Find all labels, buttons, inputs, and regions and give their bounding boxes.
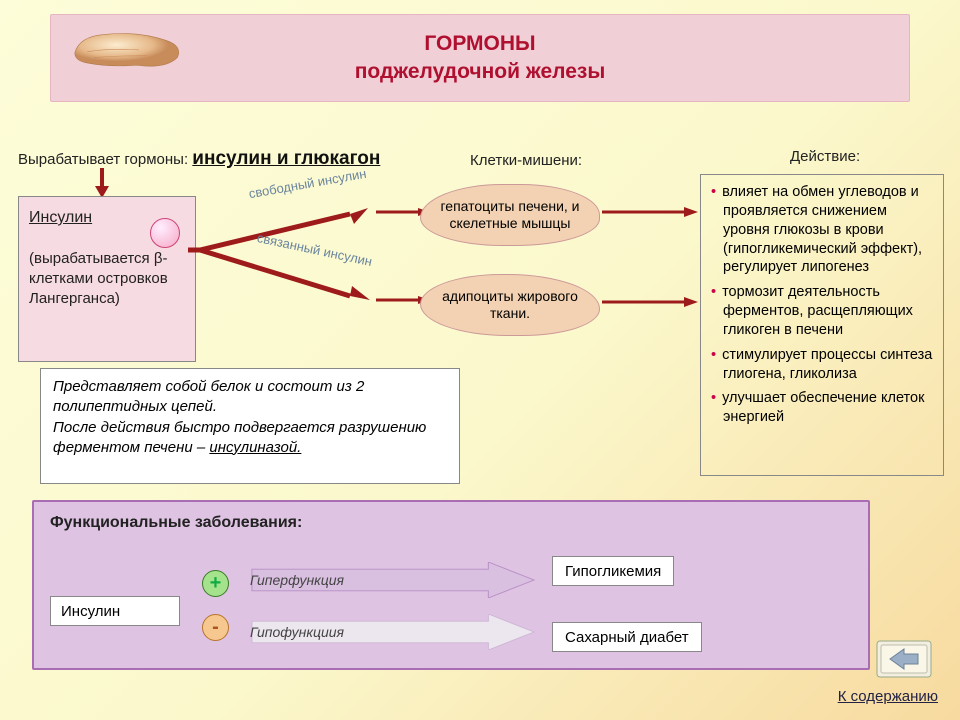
description-box: Представляет собой белок и состоит из 2 …	[40, 368, 460, 484]
produces-text: Вырабатывает гормоны: инсулин и глюкагон	[18, 148, 380, 170]
toc-link[interactable]: К содержанию	[838, 688, 938, 705]
target-blob-2-text: адипоциты жирового ткани.	[429, 288, 591, 322]
plus-icon: +	[202, 570, 229, 597]
action-item: стимулирует процессы синтеза глиогена, г…	[711, 346, 933, 384]
target-blob-1-text: гепатоциты печени, и скелетные мышцы	[429, 198, 591, 232]
minus-icon: -	[202, 614, 229, 641]
produces-prefix: Вырабатывает гормоны:	[18, 151, 192, 168]
title-line2: поджелудочной железы	[355, 60, 606, 83]
action-item: влияет на обмен углеводов и проявляется …	[711, 183, 933, 277]
arrow-down-icon	[92, 168, 112, 198]
hypo-label: Гипофункциия	[236, 614, 536, 650]
pancreas-image	[70, 18, 185, 78]
func-title: Функциональные заболевания:	[50, 514, 852, 532]
insulin-note: (вырабатывается β-клетками островков Лан…	[29, 249, 185, 310]
title-line1: ГОРМОНЫ	[424, 32, 535, 55]
arrows-to-action	[602, 192, 702, 332]
desc-l1: Представляет собой белок и состоит из 2 …	[53, 378, 364, 415]
path-label-free: свободный инсулин	[248, 166, 368, 201]
action-box: влияет на обмен углеводов и проявляется …	[700, 174, 944, 476]
nav-back-button[interactable]	[876, 640, 932, 678]
produces-hormones: инсулин и глюкагон	[192, 148, 380, 169]
result-hyper: Гипогликемия	[552, 556, 674, 586]
func-hormone-box: Инсулин	[50, 596, 180, 626]
title-text: ГОРМОНЫ поджелудочной железы	[355, 30, 606, 87]
targets-label: Клетки-мишени:	[470, 152, 582, 169]
target-blob-1: гепатоциты печени, и скелетные мышцы	[420, 184, 600, 246]
target-blob-2: адипоциты жирового ткани.	[420, 274, 600, 336]
func-hormone-text: Инсулин	[61, 603, 120, 620]
action-label: Действие:	[790, 148, 860, 165]
action-item: тормозит деятельность ферментов, расщепл…	[711, 283, 933, 340]
branching-arrows	[180, 200, 430, 320]
hyper-label: Гиперфункция	[236, 562, 536, 598]
desc-l3: инсулиназой.	[209, 439, 301, 456]
insulin-circle-icon	[150, 218, 180, 248]
result-hypo: Сахарный диабет	[552, 622, 702, 652]
action-item: улучшает обеспечение клеток энергией	[711, 389, 933, 427]
